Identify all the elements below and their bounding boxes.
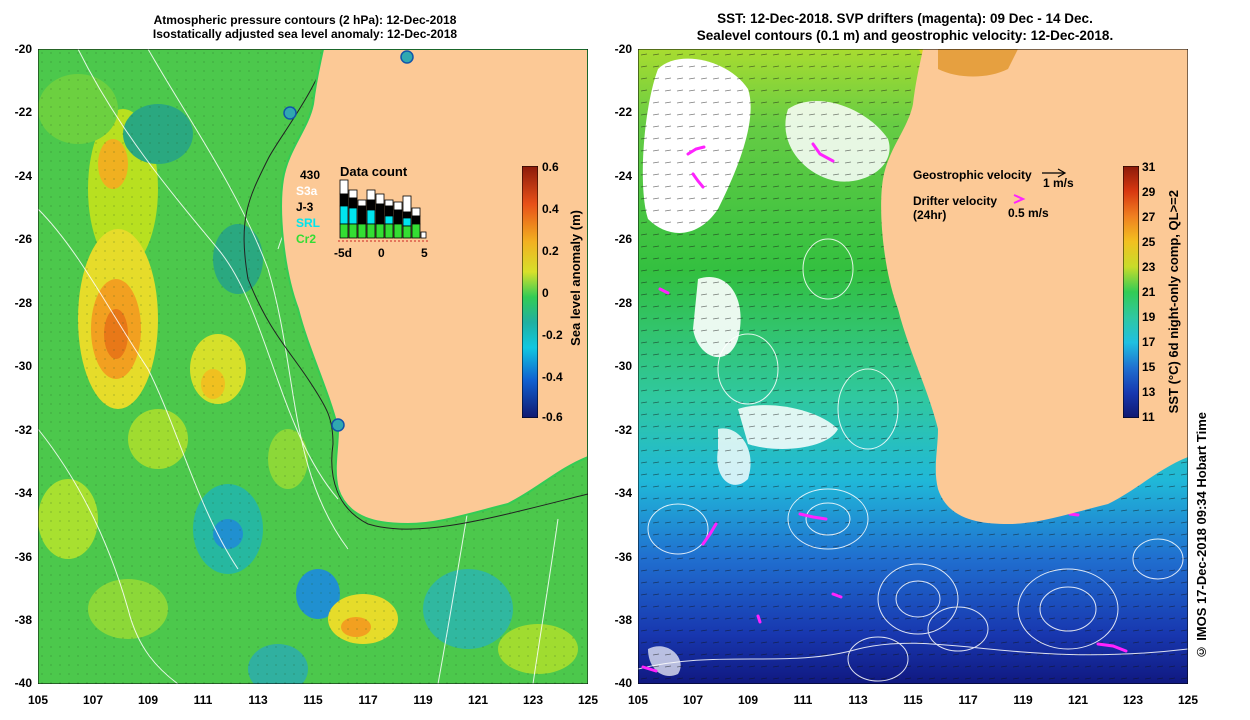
drifter-velocity-scale: 0.5 m/s [1008, 206, 1049, 220]
lat-tick: -40 [614, 676, 632, 690]
data-count-total: 430 [300, 168, 321, 182]
lat-tick: -26 [614, 232, 632, 246]
right-title-line2: Sealevel contours (0.1 m) and geostrophi… [696, 28, 1114, 43]
lat-tick: -20 [14, 42, 32, 56]
geostrophic-velocity-scale: 1 m/s [1043, 176, 1074, 190]
lon-tick: 119 [1013, 693, 1033, 707]
geostrophic-arrow-icon [1042, 168, 1067, 178]
lat-tick: -24 [14, 169, 32, 183]
lon-tick: 123 [1122, 693, 1144, 707]
data-count-title: Data count [340, 164, 408, 179]
lat-tick: -32 [14, 423, 32, 437]
sst-tick: 21 [1142, 285, 1156, 299]
lat-tick: -32 [614, 423, 632, 437]
lon-tick: 117 [358, 693, 378, 707]
lon-tick: 107 [82, 693, 104, 707]
lat-tick: -30 [14, 359, 32, 373]
sst-colorbar-label: SST (°C) 6d night-only comp, QL>=2 [1166, 190, 1181, 414]
sst-map [638, 49, 1188, 684]
lon-tick: 121 [467, 693, 489, 707]
drifter-arrow-icon [1013, 194, 1026, 204]
tide-gauge-marker [331, 418, 345, 432]
histogram-tick-5: 5 [421, 246, 428, 260]
lat-tick: -20 [614, 42, 632, 56]
drifter-velocity-period: (24hr) [913, 208, 947, 222]
lon-tick: 113 [848, 693, 868, 707]
lon-tick: 109 [137, 693, 159, 707]
sla-tick-0.2: 0.2 [542, 244, 559, 258]
sla-tick-0: 0 [542, 286, 549, 300]
sla-colorbar [522, 166, 538, 418]
lat-tick: -34 [614, 486, 632, 500]
lat-tick: -38 [14, 613, 32, 627]
sst-tick: 27 [1142, 210, 1156, 224]
left-title-line2: Isostatically adjusted sea level anomaly… [152, 27, 458, 41]
sst-tick: 25 [1142, 235, 1156, 249]
lon-tick: 105 [627, 693, 649, 707]
lon-tick: 111 [793, 693, 813, 707]
sla-colorbar-label: Sea level anomaly (m) [568, 210, 583, 346]
sla-tick-0.4: 0.4 [542, 202, 559, 216]
sea-level-anomaly-map [38, 49, 588, 684]
lat-tick: -26 [14, 232, 32, 246]
lon-tick: 115 [903, 693, 923, 707]
lat-tick: -22 [614, 105, 632, 119]
lat-tick: -38 [614, 613, 632, 627]
sst-tick: 11 [1142, 410, 1155, 424]
mission-label-srl: SRL [296, 216, 320, 230]
lon-tick: 119 [413, 693, 433, 707]
sla-tick-0.6: 0.6 [542, 160, 559, 174]
lat-tick: -36 [14, 550, 32, 564]
lon-tick: 105 [27, 693, 49, 707]
lon-tick: 107 [682, 693, 704, 707]
drifter-tracks [641, 142, 1128, 673]
sla-tick-neg0.6: -0.6 [542, 410, 563, 424]
sst-tick: 15 [1142, 360, 1156, 374]
geostrophic-velocity-label: Geostrophic velocity [913, 168, 1032, 182]
sst-tick: 17 [1142, 335, 1156, 349]
tide-gauge-marker [400, 50, 414, 64]
mission-label-s3a: S3a [296, 184, 318, 198]
sst-tick: 13 [1142, 385, 1156, 399]
lon-tick: 117 [958, 693, 978, 707]
australia-land [881, 49, 1188, 524]
sla-tick-neg0.2: -0.2 [542, 328, 563, 342]
copyright-stamp: © IMOS 17-Dec-2018 09:34 Hobart Time [1194, 412, 1209, 660]
lat-tick: -28 [14, 296, 32, 310]
lon-tick: 109 [737, 693, 759, 707]
lon-tick: 115 [303, 693, 323, 707]
histogram-tick-neg5: -5d [334, 246, 352, 260]
mission-label-cr2: Cr2 [296, 232, 317, 246]
lon-tick: 121 [1067, 693, 1089, 707]
mission-label-j3: J-3 [296, 200, 314, 214]
sst-tick: 29 [1142, 185, 1156, 199]
lon-tick: 123 [522, 693, 544, 707]
tide-gauge-marker [283, 106, 297, 120]
sst-tick: 31 [1142, 160, 1156, 174]
lat-tick: -34 [14, 486, 32, 500]
sst-tick: 19 [1142, 310, 1156, 324]
lat-tick: -22 [14, 105, 32, 119]
lat-tick: -36 [614, 550, 632, 564]
sst-tick: 23 [1142, 260, 1156, 274]
histogram-tick-0: 0 [378, 246, 385, 260]
data-count-histogram [338, 179, 428, 242]
lat-tick: -30 [614, 359, 632, 373]
lon-tick: 125 [1177, 693, 1199, 707]
right-title-line1: SST: 12-Dec-2018. SVP drifters (magenta)… [717, 11, 1093, 26]
drifter-velocity-label: Drifter velocity [913, 194, 998, 208]
lon-tick: 125 [577, 693, 599, 707]
lat-tick: -40 [14, 676, 32, 690]
lon-tick: 113 [248, 693, 268, 707]
lat-tick: -28 [614, 296, 632, 310]
left-title-line1: Atmospheric pressure contours (2 hPa): 1… [153, 13, 457, 27]
sst-colorbar [1123, 166, 1139, 418]
lat-tick: -24 [614, 169, 632, 183]
shelf-contour [243, 49, 588, 530]
sea-level-contours [638, 238, 1188, 682]
sla-tick-neg0.4: -0.4 [542, 370, 563, 384]
lon-tick: 111 [193, 693, 213, 707]
